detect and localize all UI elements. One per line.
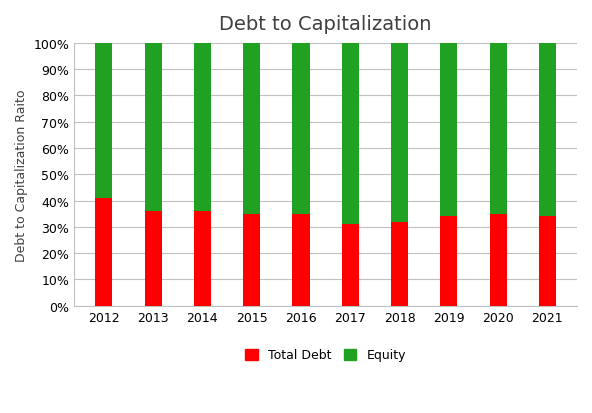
Bar [194,44,211,211]
Bar [342,225,359,306]
Bar [95,44,112,198]
Bar [440,217,458,306]
Bar [243,44,260,214]
Bar [539,44,556,217]
Bar [95,198,112,306]
Bar [243,214,260,306]
Bar [490,214,507,306]
Title: Debt to Capitalization: Debt to Capitalization [220,15,432,34]
Y-axis label: Debt to Capitalization Raito: Debt to Capitalization Raito [15,89,28,261]
Legend: Total Debt, Equity: Total Debt, Equity [240,344,411,367]
Bar [440,44,458,217]
Bar [292,44,310,214]
Bar [391,222,408,306]
Bar [539,217,556,306]
Bar [490,44,507,214]
Bar [144,211,162,306]
Bar [292,214,310,306]
Bar [342,44,359,225]
Bar [144,44,162,211]
Bar [194,211,211,306]
Bar [391,44,408,222]
